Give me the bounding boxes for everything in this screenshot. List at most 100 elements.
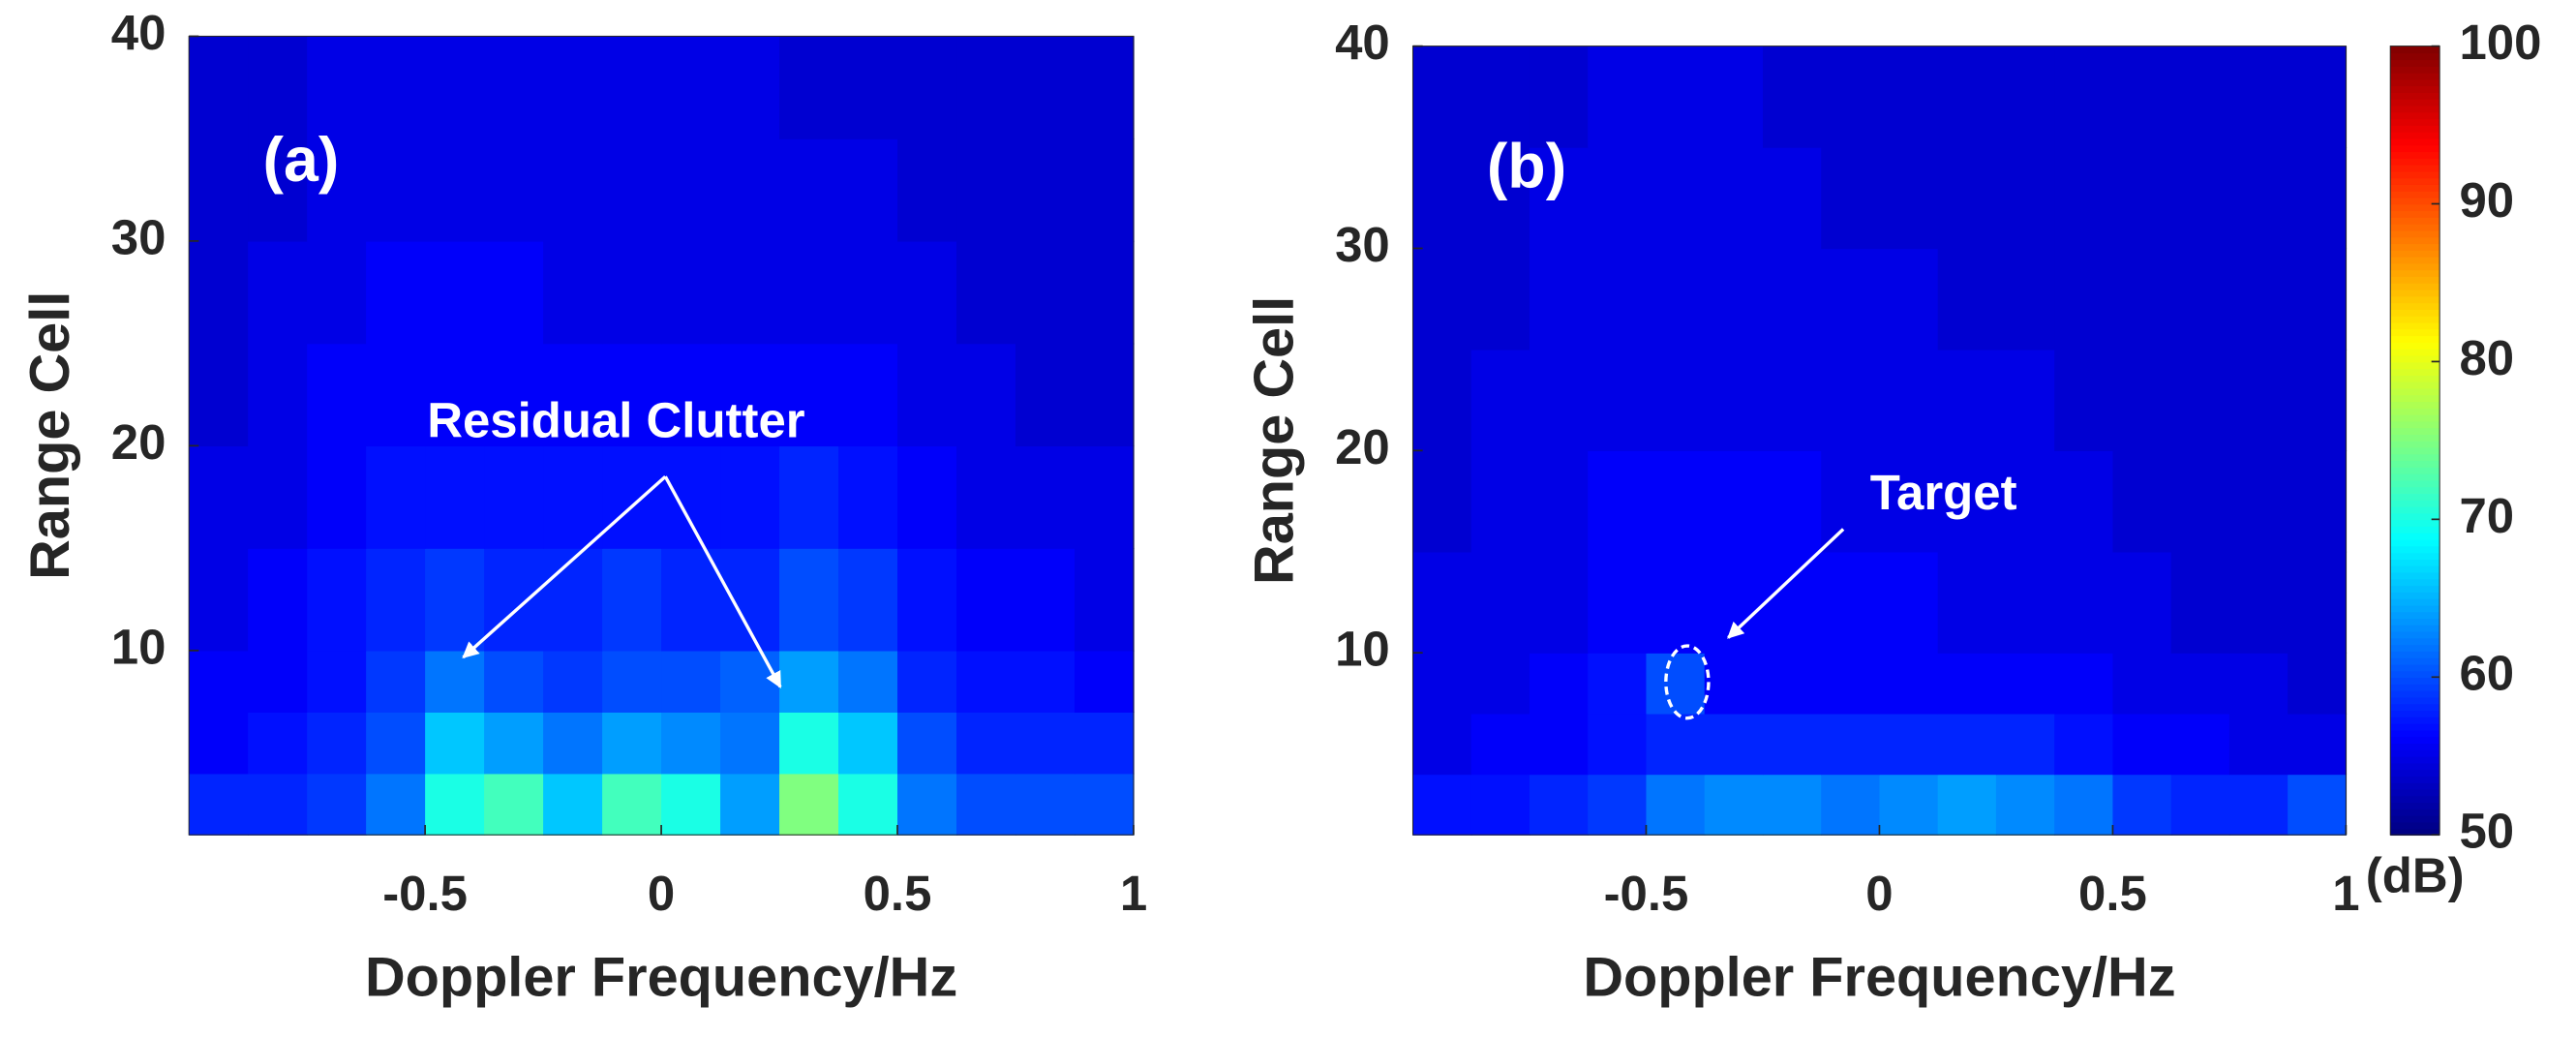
heatmap-cell bbox=[1470, 147, 1530, 250]
colorbar-segment bbox=[2390, 434, 2440, 442]
colorbar-segment bbox=[2390, 559, 2440, 566]
heatmap-cell bbox=[897, 138, 957, 242]
heatmap-cell bbox=[307, 445, 367, 549]
heatmap-cell bbox=[1529, 147, 1589, 250]
panel-label: (b) bbox=[1487, 132, 1566, 201]
heatmap-cell bbox=[189, 712, 249, 775]
heatmap-cell bbox=[1412, 450, 1472, 553]
heatmap-cell bbox=[1995, 551, 2055, 654]
heatmap-cell bbox=[1704, 450, 1764, 553]
heatmap-cell bbox=[1646, 46, 1706, 148]
heatmap-cell bbox=[1704, 774, 1764, 836]
x-tick-label: 0.5 bbox=[864, 866, 932, 921]
heatmap-cell bbox=[1762, 248, 1822, 351]
colorbar-segment bbox=[2390, 814, 2440, 823]
colorbar-segment bbox=[2390, 460, 2440, 468]
colorbar-segment bbox=[2390, 381, 2440, 389]
heatmap-cell bbox=[1879, 147, 1939, 250]
heatmap-cell bbox=[1412, 46, 1472, 148]
colorbar-segment bbox=[2390, 710, 2440, 717]
heatmap-cell bbox=[838, 343, 898, 447]
colorbar-segment bbox=[2390, 532, 2440, 540]
colorbar-segment bbox=[2390, 644, 2440, 652]
heatmap-cell bbox=[2228, 713, 2288, 776]
panel-label: (a) bbox=[263, 125, 340, 195]
y-axis-label: Range Cell bbox=[19, 291, 81, 580]
colorbar-tick-label: 70 bbox=[2460, 488, 2515, 543]
colorbar-segment bbox=[2390, 328, 2440, 337]
colorbar-segment bbox=[2390, 46, 2440, 54]
heatmap-cell bbox=[1412, 653, 1472, 715]
heatmap-cell bbox=[779, 343, 839, 447]
heatmap-cell bbox=[1529, 713, 1589, 776]
heatmap-cell bbox=[2228, 653, 2288, 715]
heatmap-cell bbox=[484, 650, 544, 713]
heatmap-cell bbox=[1015, 240, 1076, 345]
heatmap-cell bbox=[720, 138, 780, 242]
colorbar-segment bbox=[2390, 282, 2440, 290]
heatmap-cell bbox=[2112, 248, 2172, 351]
heatmap-cell bbox=[956, 445, 1016, 549]
colorbar-segment bbox=[2390, 526, 2440, 534]
colorbar-segment bbox=[2390, 743, 2440, 750]
heatmap-cell bbox=[1412, 349, 1472, 452]
colorbar-segment bbox=[2390, 223, 2440, 231]
colorbar-tick-label: 80 bbox=[2460, 330, 2515, 385]
heatmap-cell bbox=[307, 138, 367, 242]
heatmap-cell bbox=[661, 712, 721, 775]
heatmap-cell bbox=[1588, 147, 1648, 250]
colorbar-segment bbox=[2390, 170, 2440, 179]
heatmap-cell bbox=[1879, 653, 1939, 715]
heatmap-cell bbox=[248, 138, 308, 242]
heatmap-cell bbox=[189, 548, 249, 652]
heatmap-cell bbox=[484, 548, 544, 652]
heatmap-cell bbox=[2288, 713, 2348, 776]
heatmap-cell bbox=[2288, 450, 2348, 553]
colorbar-tick-label: 90 bbox=[2460, 172, 2515, 228]
heatmap-cell bbox=[1588, 248, 1648, 351]
heatmap-cell bbox=[484, 445, 544, 549]
colorbar-segment bbox=[2390, 519, 2440, 527]
heatmap-cell bbox=[189, 36, 249, 139]
colorbar-segment bbox=[2390, 755, 2440, 764]
heatmap-cell bbox=[661, 240, 721, 345]
colorbar-segment bbox=[2390, 545, 2440, 554]
colorbar-segment bbox=[2390, 229, 2440, 238]
colorbar-segment bbox=[2390, 446, 2440, 455]
heatmap-cell bbox=[897, 650, 957, 713]
colorbar-segment bbox=[2390, 776, 2440, 783]
colorbar-frame bbox=[2389, 46, 2440, 836]
colorbar-segment bbox=[2390, 164, 2440, 172]
heatmap-cell bbox=[2228, 248, 2288, 351]
colorbar-segment bbox=[2390, 394, 2440, 403]
heatmap-cell bbox=[1015, 712, 1076, 775]
heatmap-cell bbox=[1074, 445, 1135, 549]
heatmap-cell bbox=[189, 773, 249, 836]
heatmap-cell bbox=[2170, 349, 2230, 452]
colorbar-segment bbox=[2390, 597, 2440, 606]
y-tick-label: 30 bbox=[1335, 217, 1390, 272]
heatmap-cell bbox=[1821, 147, 1881, 250]
heatmap-cell bbox=[2170, 653, 2230, 715]
heatmap-cell bbox=[248, 650, 308, 713]
colorbar-segment bbox=[2390, 512, 2440, 521]
heatmap-cell bbox=[248, 240, 308, 345]
annotation: Residual Clutter bbox=[427, 392, 805, 447]
heatmap-cell bbox=[1879, 450, 1939, 553]
colorbar-segment bbox=[2390, 677, 2440, 685]
colorbar-segment bbox=[2390, 137, 2440, 146]
heatmap-cell bbox=[1995, 713, 2055, 776]
heatmap-cell bbox=[1821, 713, 1881, 776]
colorbar-segment bbox=[2390, 361, 2440, 370]
colorbar-segment bbox=[2390, 203, 2440, 212]
heatmap-cell bbox=[425, 240, 485, 345]
heatmap-cell bbox=[2170, 450, 2230, 553]
heatmap-cell bbox=[838, 650, 898, 713]
heatmap-cell bbox=[2054, 551, 2114, 654]
heatmap-cell bbox=[720, 240, 780, 345]
colorbar-segment bbox=[2390, 407, 2440, 415]
colorbar-segment bbox=[2390, 348, 2440, 356]
heatmap-cell bbox=[2170, 147, 2230, 250]
heatmap-cell bbox=[366, 240, 426, 345]
colorbar-segment bbox=[2390, 210, 2440, 218]
